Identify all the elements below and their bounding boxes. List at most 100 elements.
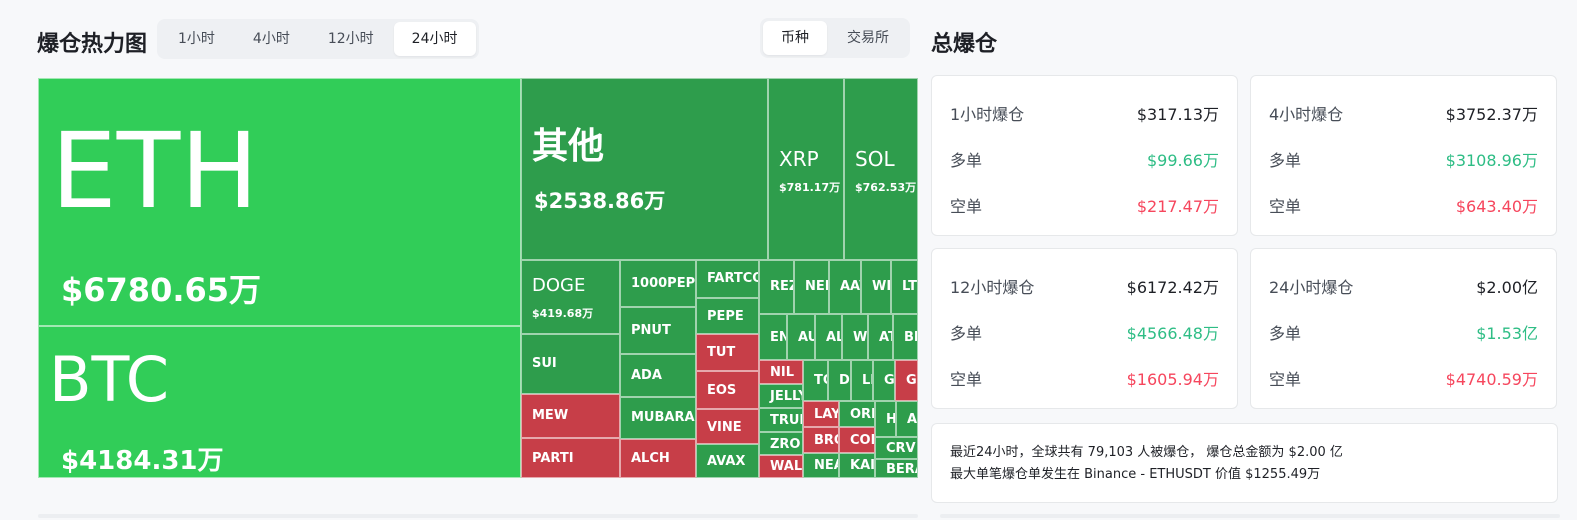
liquidation-summary-note: 最近24小时，全球共有 79,103 人被爆仓， 爆仓总金额为 $2.00 亿 …: [931, 423, 1558, 503]
tile-zro[interactable]: ZRO: [759, 432, 803, 455]
long-label: 多单: [950, 324, 983, 343]
divider: [940, 514, 1560, 518]
tile-ord[interactable]: ORD: [839, 401, 875, 427]
long-value: $1.53亿: [1476, 324, 1538, 343]
tab-exchange[interactable]: 交易所: [847, 30, 889, 46]
tile-pepe[interactable]: PEPE: [696, 298, 759, 334]
tile-crv[interactable]: CRV: [875, 437, 918, 459]
long-label: 多单: [950, 151, 983, 170]
tile-mew[interactable]: MEW: [521, 394, 620, 438]
tile-nil[interactable]: NIL: [759, 360, 803, 384]
tile-eth-symbol: ETH: [51, 110, 259, 232]
card-title: 4小时爆仓: [1269, 105, 1344, 124]
tile-btc[interactable]: BTC $4184.31万: [38, 326, 521, 478]
short-value: $1605.94万: [1126, 370, 1219, 389]
tile-bn[interactable]: BN: [893, 314, 918, 360]
tile-sol-symbol: SOL: [855, 147, 895, 171]
tile-xrp-value: $781.17万: [779, 181, 841, 194]
tile-en[interactable]: EN: [759, 314, 787, 360]
tile-lay[interactable]: LAY: [803, 401, 839, 427]
tile-xrp[interactable]: XRP $781.17万: [768, 78, 844, 260]
time-range-selector: 1小时 4小时 12小时 24小时: [157, 19, 479, 59]
tile-g[interactable]: G: [873, 360, 895, 401]
tile-bera[interactable]: BERA: [875, 459, 918, 478]
tile-d[interactable]: D: [828, 360, 851, 401]
note-line-2: 最大单笔爆仓单发生在 Binance - ETHUSDT 价值 $1255.49…: [950, 467, 1321, 482]
tile-trum[interactable]: TRUM: [759, 408, 803, 432]
tile-wi[interactable]: WI: [861, 260, 891, 314]
tile-other-symbol: 其他: [532, 126, 605, 167]
group-by-selector: 币种 交易所: [760, 18, 910, 58]
short-value: $4740.59万: [1445, 370, 1538, 389]
tile-eth-value: $6780.65万: [61, 271, 262, 309]
tab-4h[interactable]: 4小时: [252, 31, 290, 47]
tile-au[interactable]: AU: [787, 314, 815, 360]
short-label: 空单: [1269, 370, 1302, 389]
card-24h: 24小时爆仓 $2.00亿 多单 $1.53亿 空单 $4740.59万: [1250, 248, 1557, 409]
tile-al[interactable]: AL: [815, 314, 842, 360]
card-4h: 4小时爆仓 $3752.37万 多单 $3108.96万 空单 $643.40万: [1250, 75, 1557, 236]
liquidation-treemap: ETH $6780.65万 BTC $4184.31万 其他 $2538.86万…: [38, 78, 918, 478]
tile-ada[interactable]: ADA: [620, 354, 696, 397]
tile-vine[interactable]: VINE: [696, 409, 759, 444]
tile-tut[interactable]: TUT: [696, 334, 759, 371]
tile-sol-value: $762.53万: [855, 181, 917, 194]
tile-a[interactable]: A: [896, 401, 918, 437]
tile-pnut[interactable]: PNUT: [620, 307, 696, 354]
tile-eth[interactable]: ETH $6780.65万: [38, 78, 521, 326]
tab-coin[interactable]: 币种: [763, 21, 827, 55]
tile-rez[interactable]: REZ: [759, 260, 794, 314]
tile-eos[interactable]: EOS: [696, 371, 759, 409]
tile-bro[interactable]: BRO: [803, 427, 839, 453]
tile-btc-symbol: BTC: [49, 343, 170, 416]
tile-nea[interactable]: NEA: [803, 453, 839, 478]
tile-mubarak[interactable]: MUBARAK: [620, 397, 696, 439]
tile-1000pepe[interactable]: 1000PEPE: [620, 260, 696, 307]
tile-avax[interactable]: AVAX: [696, 444, 759, 478]
tile-wal[interactable]: WAL: [759, 455, 803, 478]
tile-li[interactable]: LI: [851, 360, 873, 401]
tile-other-value: $2538.86万: [534, 189, 666, 213]
card-title: 24小时爆仓: [1269, 278, 1354, 297]
tile-sui[interactable]: SUI: [521, 334, 620, 394]
card-total: $317.13万: [1136, 105, 1219, 124]
tile-ltc[interactable]: LTC: [891, 260, 918, 314]
tile-w[interactable]: W: [842, 314, 868, 360]
tab-1h[interactable]: 1小时: [178, 31, 215, 47]
short-label: 空单: [1269, 197, 1302, 216]
tile-aav[interactable]: AAV: [829, 260, 861, 314]
card-1h: 1小时爆仓 $317.13万 多单 $99.66万 空单 $217.47万: [931, 75, 1238, 236]
tile-alch[interactable]: ALCH: [620, 439, 696, 478]
tile-doge[interactable]: DOGE $419.68万: [521, 260, 620, 334]
tile-xrp-symbol: XRP: [779, 147, 819, 171]
note-line-1: 最近24小时，全球共有 79,103 人被爆仓， 爆仓总金额为 $2.00 亿: [950, 445, 1343, 460]
tile-at[interactable]: AT: [868, 314, 893, 360]
tile-parti[interactable]: PARTI: [521, 438, 620, 478]
tile-kai[interactable]: KAI: [839, 453, 875, 478]
tile-doge-value: $419.68万: [532, 307, 594, 320]
card-title: 12小时爆仓: [950, 278, 1035, 297]
card-total: $2.00亿: [1476, 278, 1538, 297]
tab-12h[interactable]: 12小时: [327, 31, 374, 47]
tile-g2[interactable]: G: [895, 360, 918, 401]
tile-other[interactable]: 其他 $2538.86万: [521, 78, 768, 260]
long-value: $3108.96万: [1445, 151, 1538, 170]
tile-sol[interactable]: SOL $762.53万: [844, 78, 918, 260]
summary-title: 总爆仓: [931, 32, 998, 57]
short-label: 空单: [950, 197, 983, 216]
tile-doge-symbol: DOGE: [532, 275, 586, 296]
tile-btc-value: $4184.31万: [61, 446, 224, 476]
tab-24h[interactable]: 24小时: [393, 22, 476, 56]
tile-nei[interactable]: NEI: [794, 260, 829, 314]
tile-h[interactable]: H: [875, 401, 896, 437]
short-label: 空单: [950, 370, 983, 389]
tile-fartco[interactable]: FARTCO: [696, 260, 759, 298]
tile-jelly[interactable]: JELLY: [759, 384, 803, 408]
tile-to[interactable]: TO: [803, 360, 828, 401]
page-title: 爆仓热力图: [37, 32, 148, 57]
short-value: $643.40万: [1455, 197, 1538, 216]
short-value: $217.47万: [1136, 197, 1219, 216]
card-12h: 12小时爆仓 $6172.42万 多单 $4566.48万 空单 $1605.94万: [931, 248, 1238, 409]
card-total: $6172.42万: [1126, 278, 1219, 297]
tile-cof[interactable]: COF: [839, 427, 875, 453]
